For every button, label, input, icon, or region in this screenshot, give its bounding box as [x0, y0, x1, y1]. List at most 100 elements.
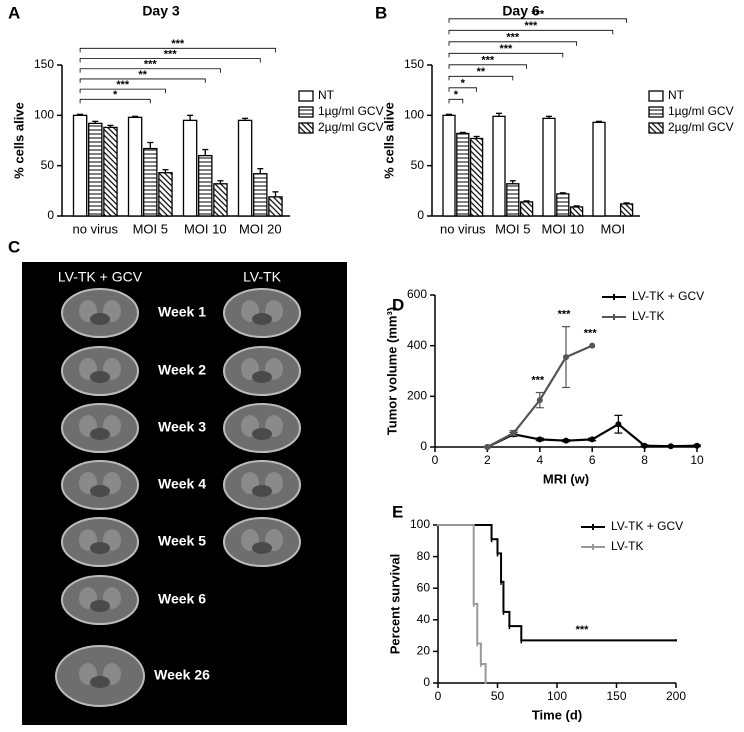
legend-label: LV-TK — [611, 539, 643, 553]
y-axis-label: % cells alive — [11, 102, 26, 179]
bar — [569, 206, 584, 217]
x-tick-label: MOI 10 — [184, 221, 227, 236]
significance-label: *** — [144, 59, 158, 71]
row-label: Week 4 — [158, 476, 206, 492]
bar — [103, 126, 118, 217]
significance-label: ** — [138, 69, 147, 81]
legend-label: LV-TK + GCV — [611, 519, 683, 533]
brain-detail — [90, 428, 110, 440]
x-tick-label: MOI 10 — [541, 221, 584, 236]
x-tick-label: 6 — [589, 453, 596, 467]
marker — [510, 430, 517, 437]
significance-label: *** — [531, 9, 545, 21]
y-tick-label: 50 — [411, 158, 425, 172]
marker — [694, 442, 700, 449]
row-label: Week 6 — [158, 591, 206, 607]
bar — [456, 132, 470, 217]
brain-detail — [252, 542, 272, 554]
significance-label: *** — [524, 20, 538, 32]
y-tick-label: 400 — [407, 338, 427, 352]
y-tick-label: 600 — [407, 287, 427, 301]
y-tick-label: 0 — [47, 208, 54, 222]
bar — [72, 114, 88, 217]
significance-bracket — [79, 98, 151, 104]
bar — [88, 122, 103, 217]
y-axis-label: Tumor volume (mm³) — [384, 307, 399, 435]
x-tick-label: MOI 20 — [239, 221, 282, 236]
bar — [127, 116, 143, 217]
bar — [492, 115, 506, 217]
brain-detail — [90, 371, 110, 383]
marker — [484, 444, 491, 450]
bar — [198, 154, 213, 217]
bar — [143, 147, 158, 217]
x-tick-label: MOI — [601, 221, 626, 236]
y-tick-label: 0 — [420, 439, 427, 453]
significance-bracket — [79, 88, 166, 94]
y-tick-label: 200 — [407, 389, 427, 403]
x-tick-label: 200 — [666, 689, 686, 703]
bar — [182, 119, 198, 217]
marker — [536, 397, 543, 404]
significance-bracket — [79, 68, 221, 73]
bar — [519, 201, 534, 217]
x-tick-label: 50 — [491, 689, 505, 703]
legend-label: NT — [318, 88, 335, 102]
legend-swatch — [298, 90, 314, 102]
marker — [563, 354, 569, 361]
column-header: LV-TK + GCV — [58, 269, 143, 285]
bar — [237, 119, 253, 217]
y-tick-label: 0 — [417, 208, 424, 222]
y-axis-label: % cells alive — [381, 102, 396, 179]
x-tick-label: 2 — [484, 453, 491, 467]
annotation: *** — [584, 328, 598, 340]
y-tick-label: 100 — [410, 517, 430, 531]
legend-label: 1µg/ml GCV — [318, 104, 384, 118]
bar — [213, 183, 228, 217]
significance-label: *** — [499, 43, 513, 55]
significance-bracket — [448, 18, 627, 23]
significance-bracket — [448, 52, 564, 58]
row-label: Week 5 — [158, 533, 206, 549]
bar — [592, 121, 606, 217]
y-tick-label: 50 — [41, 158, 55, 172]
x-tick-label: 0 — [435, 689, 442, 703]
x-tick-label: 4 — [536, 453, 543, 467]
x-tick-label: 100 — [547, 689, 567, 703]
legend-swatch — [648, 90, 664, 102]
panel-label: C — [8, 237, 20, 256]
significance-label: * — [113, 89, 118, 101]
y-tick-label: 150 — [404, 57, 424, 71]
legend-label: LV-TK — [632, 309, 664, 323]
x-tick-label: 8 — [641, 453, 648, 467]
marker — [667, 443, 674, 450]
legend-label: NT — [668, 88, 685, 102]
legend-swatch — [648, 106, 664, 118]
y-tick-label: 100 — [404, 108, 424, 122]
significance-label: * — [454, 89, 459, 101]
significance-label: *** — [171, 38, 185, 50]
legend-swatch — [298, 106, 314, 118]
y-tick-label: 40 — [417, 612, 431, 626]
panel-label: A — [8, 3, 20, 22]
x-tick-label: no virus — [73, 221, 119, 236]
brain-detail — [252, 313, 272, 325]
brain-detail — [252, 428, 272, 440]
x-axis-label: Time (d) — [532, 707, 582, 722]
marker — [589, 342, 596, 349]
y-tick-label: 60 — [417, 580, 431, 594]
annotation: *** — [576, 624, 590, 636]
y-tick-label: 20 — [417, 644, 431, 658]
significance-bracket — [448, 29, 614, 35]
brain-detail — [90, 542, 110, 554]
legend-label: 1µg/ml GCV — [668, 104, 734, 118]
y-tick-label: 80 — [417, 549, 431, 563]
significance-bracket — [448, 87, 477, 92]
significance-label: *** — [164, 48, 178, 60]
brain-detail — [90, 485, 110, 497]
row-label: Week 26 — [154, 667, 210, 683]
annotation: *** — [531, 374, 545, 386]
significance-label: *** — [481, 55, 495, 67]
brain-detail — [252, 371, 272, 383]
